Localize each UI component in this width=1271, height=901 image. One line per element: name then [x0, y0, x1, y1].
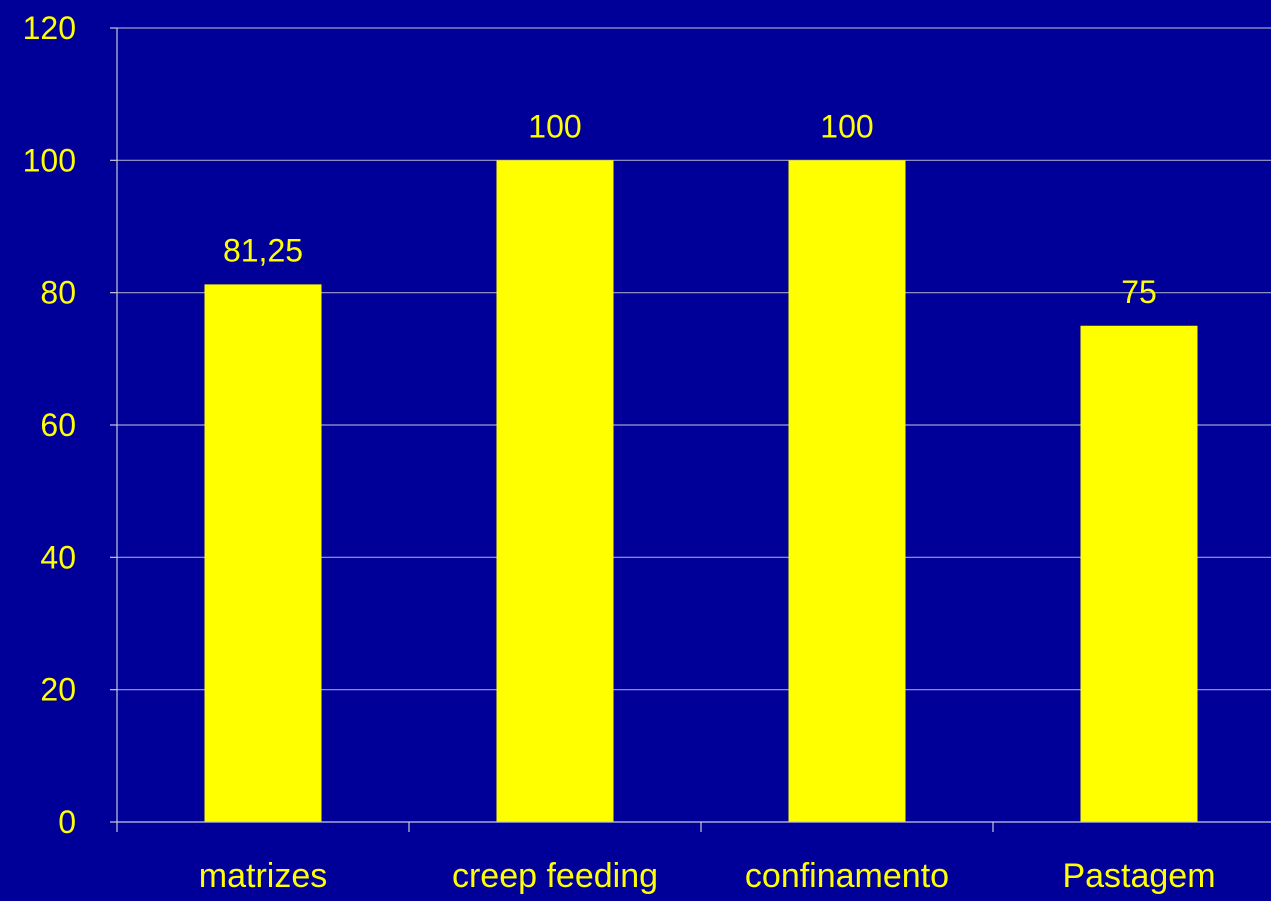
x-tick-label-pastagem: Pastagem [1062, 857, 1215, 895]
y-tick-labels: 0 20 40 60 80 100 120 [23, 10, 76, 840]
bar-pastagem [1080, 325, 1198, 822]
x-tick-label-matrizes: matrizes [199, 857, 327, 895]
x-tick-label-creep-feeding: creep feeding [452, 857, 658, 895]
bar-matrizes [204, 284, 322, 822]
data-label-matrizes: 81,25 [223, 232, 303, 268]
y-tick-label-0: 0 [58, 804, 76, 840]
data-label-pastagem: 75 [1121, 274, 1157, 310]
x-tick-label-confinamento: confinamento [745, 857, 949, 895]
y-tick-label-40: 40 [40, 539, 76, 575]
bar-creep-feeding [496, 160, 614, 823]
y-tick-label-100: 100 [23, 142, 76, 178]
y-tick-label-20: 20 [40, 672, 76, 708]
data-label-confinamento: 100 [820, 108, 873, 144]
x-tick-labels: matrizes creep feeding confinamento Pastage… [199, 857, 1216, 895]
y-tick-label-120: 120 [23, 10, 76, 46]
axes [110, 27, 1271, 832]
bars [204, 160, 1198, 823]
y-tick-label-80: 80 [40, 275, 76, 311]
y-tick-label-60: 60 [40, 407, 76, 443]
bar-confinamento [788, 160, 906, 823]
data-labels: 81,25 100 100 75 [223, 108, 1157, 309]
data-label-creep-feeding: 100 [528, 108, 581, 144]
